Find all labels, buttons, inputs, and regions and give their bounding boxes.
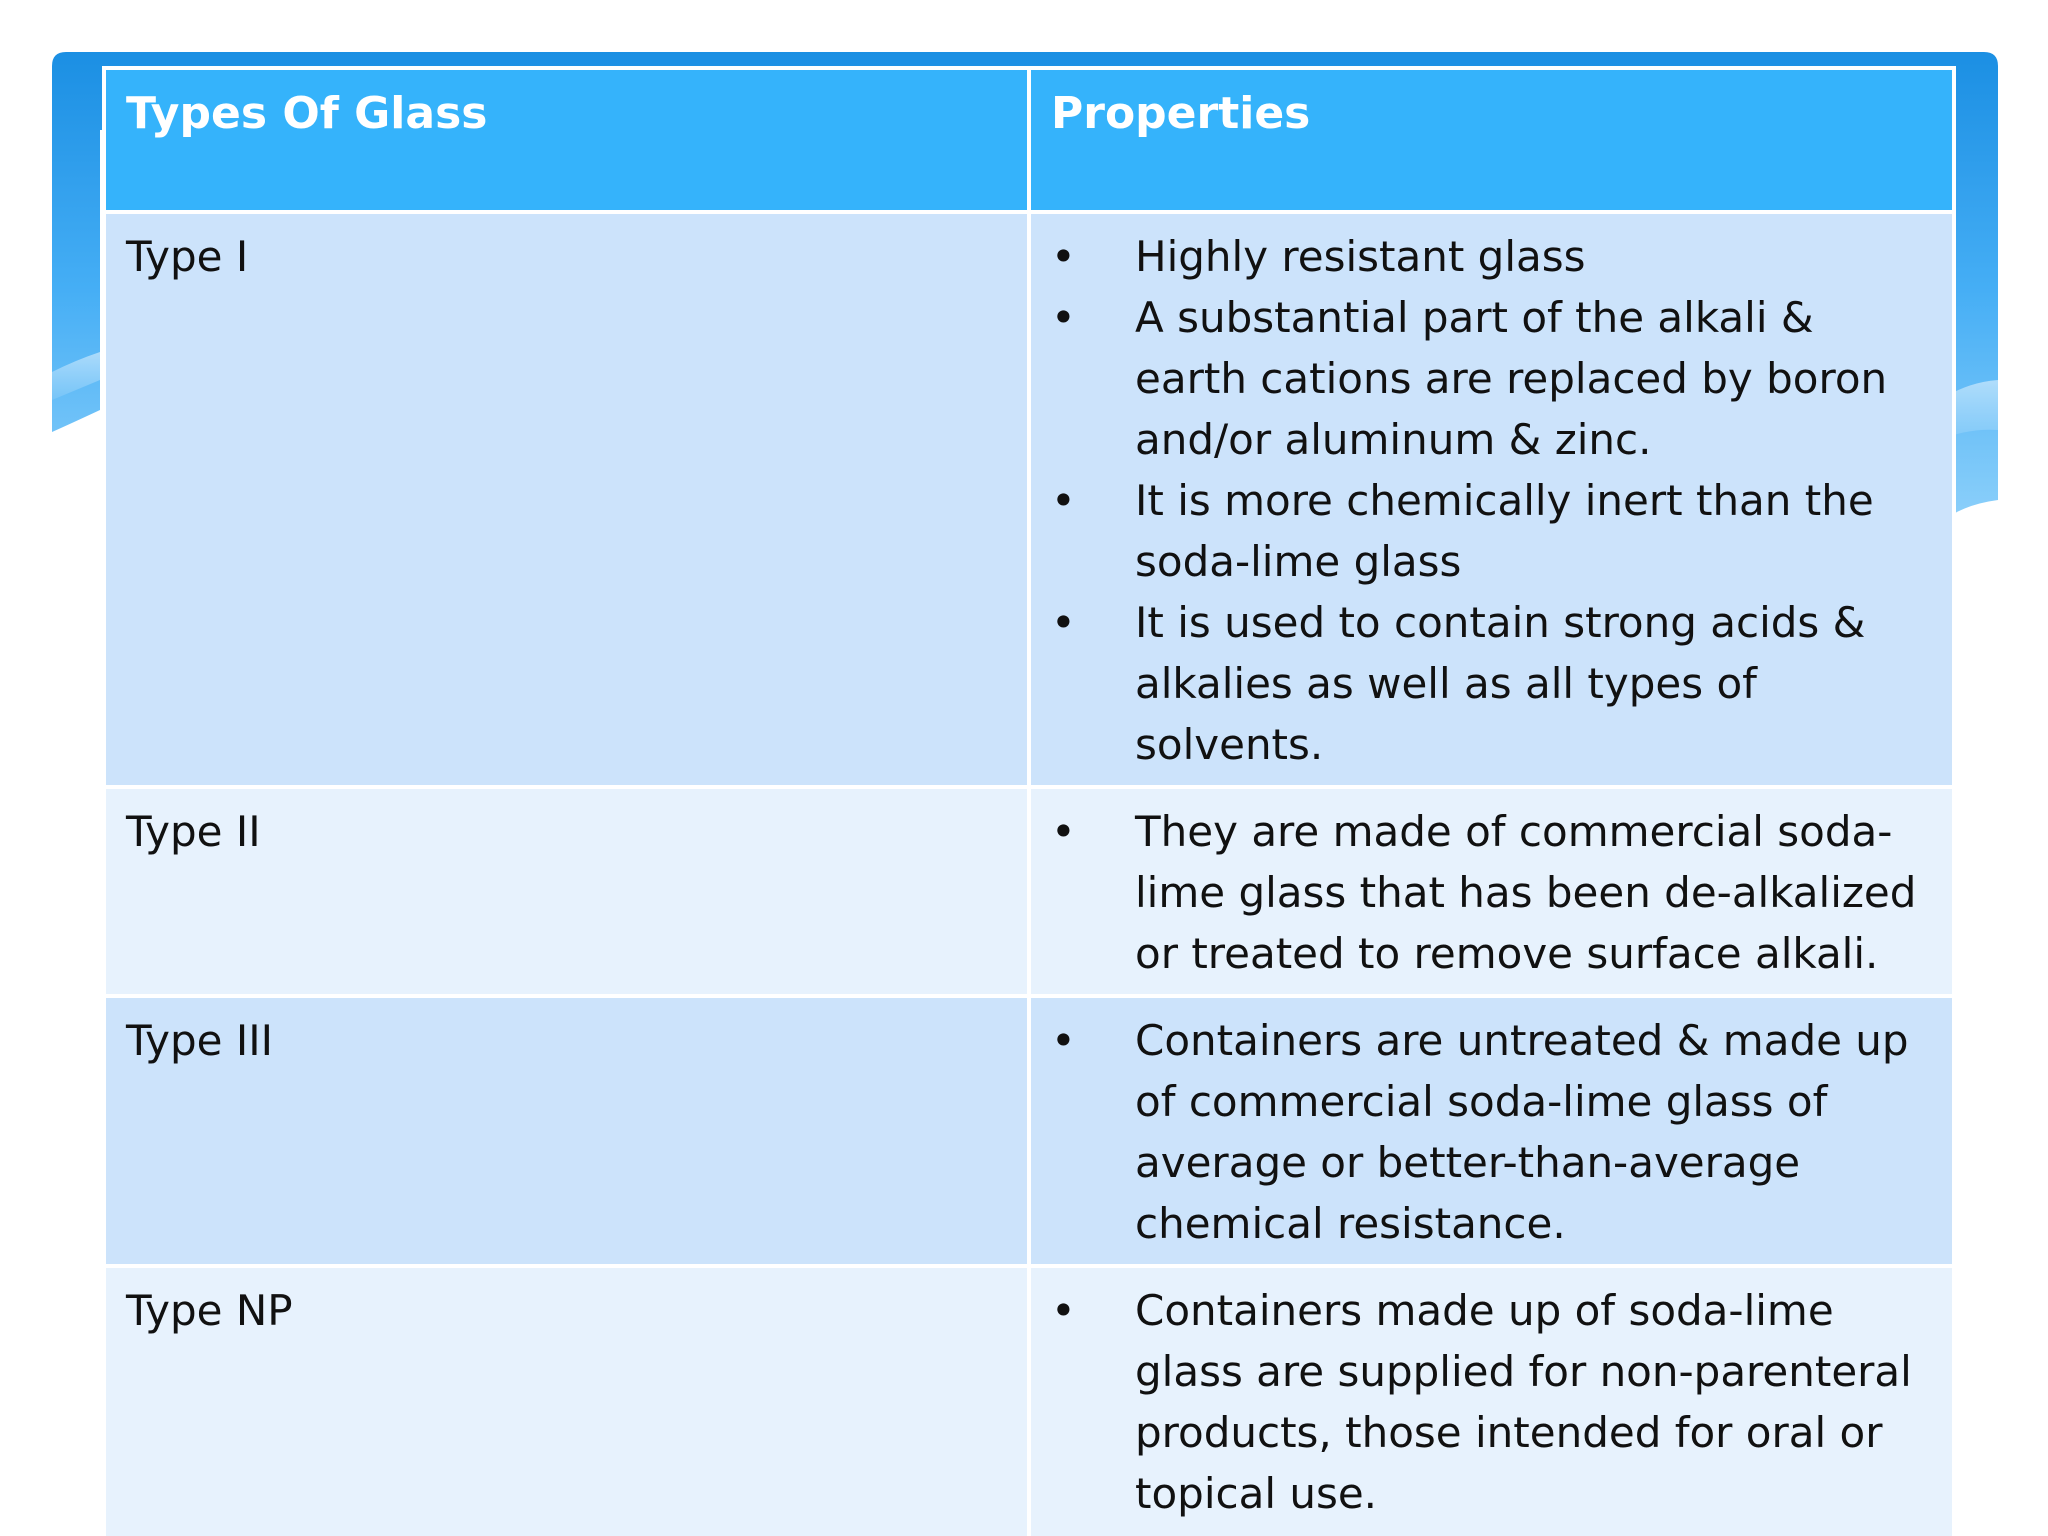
property-text: It is used to contain strong acids & alk… (1135, 598, 1866, 769)
properties-list: • Containers are untreated & made up of c… (1051, 1010, 1932, 1254)
type-cell: Type NP (106, 1268, 1027, 1536)
property-text: It is more chemically inert than the sod… (1135, 476, 1874, 586)
property-text: Containers are untreated & made up of co… (1135, 1016, 1909, 1248)
properties-list: • Containers made up of soda-lime glass a… (1051, 1280, 1932, 1524)
bullet-icon: • (1051, 232, 1076, 281)
type-cell: Type I (106, 214, 1027, 785)
property-item: • It is more chemically inert than the so… (1051, 470, 1932, 592)
property-text: Highly resistant glass (1135, 232, 1586, 281)
properties-cell: • Containers are untreated & made up of c… (1031, 998, 1952, 1264)
type-cell: Type II (106, 789, 1027, 994)
table-row-type-i: Type I • Highly resistant glass • A substa… (106, 214, 1952, 785)
type-cell: Type III (106, 998, 1027, 1264)
table-frame: Types Of Glass Properties Type I • Highly… (102, 66, 1956, 1536)
header-types-of-glass: Types Of Glass (106, 70, 1027, 210)
property-text: Containers made up of soda-lime glass ar… (1135, 1286, 1912, 1518)
property-item: • Containers made up of soda-lime glass a… (1051, 1280, 1932, 1524)
table-row-type-ii: Type II • They are made of commercial sod… (106, 789, 1952, 994)
bullet-icon: • (1051, 476, 1076, 525)
property-text: They are made of commercial soda-lime gl… (1135, 807, 1917, 978)
property-item: • Highly resistant glass (1051, 226, 1932, 287)
header-properties: Properties (1031, 70, 1952, 210)
properties-list: • Highly resistant glass • A substantial p… (1051, 226, 1932, 775)
property-item: • It is used to contain strong acids & al… (1051, 592, 1932, 775)
table-row-type-np: Type NP • Containers made up of soda-lime… (106, 1268, 1952, 1536)
properties-cell: • They are made of commercial soda-lime g… (1031, 789, 1952, 994)
bullet-icon: • (1051, 598, 1076, 647)
properties-cell: • Highly resistant glass • A substantial p… (1031, 214, 1952, 785)
property-item: • They are made of commercial soda-lime g… (1051, 801, 1932, 984)
property-item: • A substantial part of the alkali & eart… (1051, 287, 1932, 470)
properties-cell: • Containers made up of soda-lime glass a… (1031, 1268, 1952, 1536)
bullet-icon: • (1051, 1016, 1076, 1065)
properties-list: • They are made of commercial soda-lime g… (1051, 801, 1932, 984)
glass-types-table: Types Of Glass Properties Type I • Highly… (102, 66, 1956, 1536)
bullet-icon: • (1051, 293, 1076, 342)
table-header-row: Types Of Glass Properties (106, 70, 1952, 210)
bullet-icon: • (1051, 807, 1076, 856)
table-row-type-iii: Type III • Containers are untreated & mad… (106, 998, 1952, 1264)
property-item: • Containers are untreated & made up of c… (1051, 1010, 1932, 1254)
bullet-icon: • (1051, 1286, 1076, 1335)
property-text: A substantial part of the alkali & earth… (1135, 293, 1888, 464)
